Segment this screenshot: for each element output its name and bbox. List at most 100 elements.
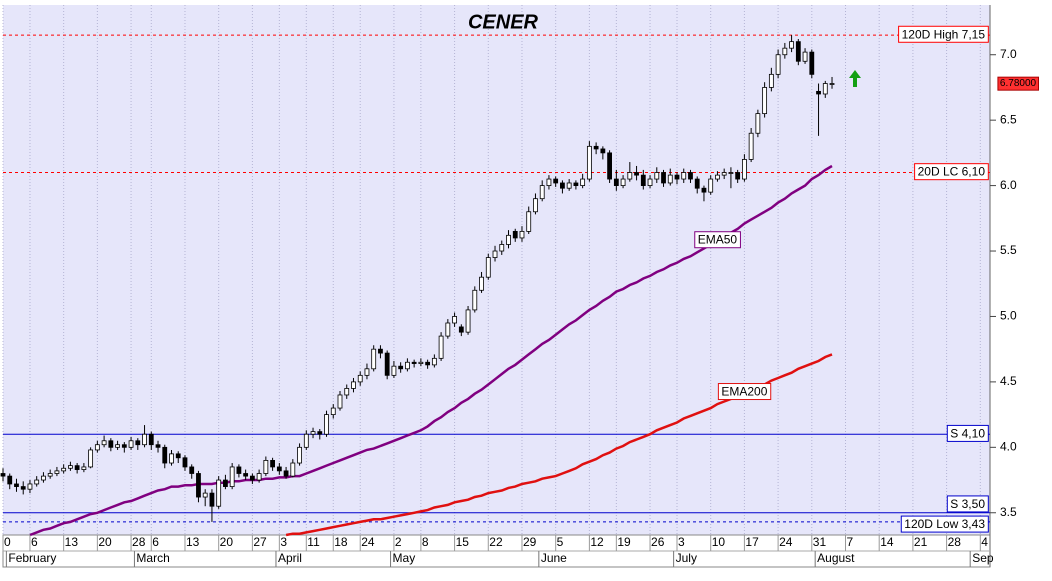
- candle-body: [303, 433, 309, 448]
- x-tick-label: 20: [220, 535, 234, 549]
- series-label: EMA200: [721, 385, 767, 399]
- x-tick-label: 17: [745, 535, 759, 549]
- candle-body: [627, 172, 633, 180]
- series-label: EMA50: [698, 233, 738, 247]
- candle-body: [748, 132, 754, 160]
- candle-body: [674, 174, 680, 180]
- candle-body: [667, 174, 673, 184]
- candle-body: [479, 276, 484, 291]
- x-tick-label: 12: [590, 535, 604, 549]
- x-tick-label: 31: [813, 535, 827, 549]
- x-tick-label: 14: [880, 535, 894, 549]
- last-price-label: 6.78000: [1000, 78, 1037, 89]
- month-label: July: [676, 551, 697, 565]
- candle-body: [34, 479, 40, 485]
- x-tick-label: 3: [280, 535, 287, 549]
- candle-body: [445, 322, 451, 337]
- month-label: August: [817, 551, 855, 565]
- candle-body: [209, 492, 215, 507]
- x-tick-label: 3: [678, 535, 685, 549]
- y-tick-label: 4.5: [1000, 374, 1017, 388]
- candle-body: [681, 172, 687, 180]
- candle-body: [553, 178, 559, 184]
- x-tick-label: 6: [152, 535, 159, 549]
- candle-body: [404, 361, 410, 370]
- candle-body: [526, 211, 532, 232]
- candle-body: [182, 457, 188, 468]
- x-tick-label: 6: [31, 535, 38, 549]
- grid-layer: [2, 5, 981, 535]
- x-tick-label: 20: [98, 535, 112, 549]
- x-tick-label: 28: [132, 535, 146, 549]
- candle-body: [290, 462, 296, 477]
- candle-body: [492, 250, 498, 258]
- candle-body: [384, 352, 390, 376]
- candle-body: [297, 446, 302, 464]
- candle-body: [762, 87, 768, 115]
- month-label: April: [278, 551, 302, 565]
- candle-body: [14, 483, 19, 487]
- candle-body: [742, 159, 747, 180]
- candle-body: [108, 440, 114, 448]
- candle-body: [81, 466, 87, 470]
- candle-body: [357, 374, 363, 383]
- level-label-box: [946, 495, 989, 513]
- candle-body: [398, 365, 404, 370]
- candle-body: [175, 453, 181, 459]
- candle-body: [115, 444, 120, 448]
- candle-body: [344, 388, 350, 396]
- y-tick-label: 5.5: [1000, 243, 1017, 257]
- candle-body: [148, 433, 154, 446]
- x-tick-label: 7: [847, 535, 854, 549]
- candle-body: [533, 198, 538, 213]
- candle-body: [283, 470, 289, 477]
- candle-body: [263, 460, 269, 474]
- candle-body: [20, 486, 26, 490]
- candle-body: [755, 113, 761, 134]
- x-tick-label: 26: [651, 535, 665, 549]
- candle-body: [351, 381, 356, 389]
- candle-body: [364, 368, 370, 376]
- candle-body: [458, 326, 464, 333]
- candle-body: [169, 453, 174, 464]
- month-label: Sep: [972, 551, 994, 565]
- candle-body: [189, 466, 195, 474]
- candle-body: [128, 440, 134, 448]
- level-label-box: [946, 424, 989, 442]
- candle-body: [418, 361, 424, 364]
- y-tick-label: 3.5: [1000, 505, 1017, 519]
- x-tick-label: 28: [948, 535, 962, 549]
- candle-body: [61, 467, 67, 472]
- candle-body: [795, 41, 801, 62]
- candle-body: [654, 172, 660, 180]
- candle-body: [499, 244, 505, 252]
- candle-body: [135, 440, 141, 446]
- candle-body: [391, 365, 397, 376]
- candle-body: [101, 440, 107, 446]
- x-tick-label: 13: [65, 535, 79, 549]
- candle-body: [816, 90, 821, 95]
- level-label: 120D High 7,15: [902, 27, 986, 41]
- level-label-box: [914, 163, 989, 181]
- candle-body: [701, 187, 707, 193]
- x-tick-label: 19: [617, 535, 631, 549]
- candle-body: [822, 83, 828, 95]
- month-label: February: [8, 551, 56, 565]
- candle-body: [229, 466, 235, 487]
- x-tick-label: 18: [334, 535, 348, 549]
- month-label: March: [136, 551, 169, 565]
- level-label: 20D LC 6,10: [918, 165, 986, 179]
- candle-body: [465, 309, 471, 333]
- x-tick-label: 13: [186, 535, 200, 549]
- candle-body: [768, 73, 774, 88]
- level-label: 120D Low 3,43: [904, 517, 985, 531]
- candle-body: [613, 178, 619, 186]
- candle-body: [431, 357, 437, 366]
- candle-body: [330, 407, 336, 416]
- x-tick-label: 24: [779, 535, 793, 549]
- candle-body: [472, 289, 478, 311]
- x-tick-label: 10: [712, 535, 726, 549]
- candle-body: [438, 335, 444, 359]
- candle-body: [809, 51, 815, 75]
- candle-body: [485, 257, 491, 278]
